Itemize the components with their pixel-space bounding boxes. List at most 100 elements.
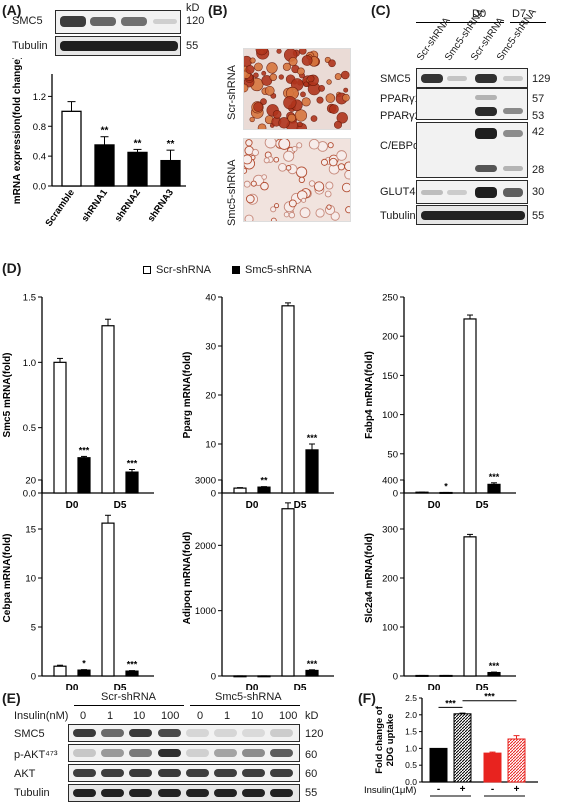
lipid-droplet bbox=[325, 181, 334, 190]
lipid-droplet bbox=[249, 57, 256, 64]
a-bar bbox=[160, 159, 181, 187]
panel-c-blot-tubulin bbox=[416, 205, 528, 225]
d-significance: * bbox=[82, 659, 86, 669]
f-bar bbox=[507, 738, 526, 783]
lipid-droplet bbox=[329, 157, 338, 167]
lipid-droplet bbox=[328, 59, 336, 68]
lipid-droplet bbox=[251, 148, 259, 157]
blot-band bbox=[101, 789, 125, 797]
panel-c-blot-glut4 bbox=[416, 180, 528, 204]
lipid-droplet bbox=[253, 72, 259, 79]
blot-band bbox=[129, 789, 153, 797]
d-ytick-label: 1.0 bbox=[23, 358, 36, 369]
lipid-droplet bbox=[288, 57, 298, 66]
lipid-droplet bbox=[308, 180, 316, 187]
d-ytick-label: 40 bbox=[205, 293, 216, 304]
panel-e-label-pakt: p-AKT⁴⁷³ bbox=[14, 749, 58, 761]
panel-e-label-smc5: SMC5 bbox=[14, 728, 45, 740]
panel-e-blot-smc5 bbox=[68, 724, 300, 742]
blot-band bbox=[101, 769, 125, 777]
lipid-droplet bbox=[301, 97, 311, 107]
blot-band bbox=[157, 789, 181, 797]
lipid-droplet bbox=[244, 167, 248, 174]
f-bar bbox=[429, 747, 448, 783]
panel-c-mw-cebpa-42: 42 bbox=[532, 126, 545, 138]
a-significance: ** bbox=[101, 126, 109, 137]
d-significance: * bbox=[444, 481, 448, 491]
d-xtick-label: D5 bbox=[294, 500, 307, 511]
micrograph-scr-shrna bbox=[243, 48, 351, 130]
d-ytick-label: 300 bbox=[382, 525, 398, 536]
d-significance: *** bbox=[307, 659, 318, 669]
lipid-droplet bbox=[278, 162, 287, 172]
panel-a-blot-tubulin bbox=[55, 36, 181, 56]
panel-c-label-glut4: GLUT4 bbox=[380, 186, 416, 198]
blot-band bbox=[157, 749, 181, 757]
lipid-droplet bbox=[342, 93, 350, 102]
f-bar bbox=[483, 752, 502, 783]
lipid-droplet bbox=[283, 96, 297, 110]
panel-e-blot-akt bbox=[68, 764, 300, 782]
a-ylabel: mRNA expression(fold change) bbox=[12, 58, 23, 204]
lipid-droplet bbox=[244, 154, 253, 165]
f-comparison-label: *** bbox=[484, 692, 495, 702]
f-ytick-label: 2.5 bbox=[405, 693, 417, 703]
lipid-droplet bbox=[313, 181, 325, 192]
d-ylabel: Slc2a4 mRNA(fold) bbox=[364, 533, 375, 623]
lipid-droplet bbox=[264, 139, 277, 149]
f-insulin-mark: - bbox=[437, 784, 440, 795]
lipid-droplet bbox=[296, 142, 303, 149]
d-ytick-label: 0 bbox=[393, 489, 398, 500]
d-ytick-label: 200 bbox=[382, 332, 398, 343]
panel-c-blot-cebpa bbox=[416, 122, 528, 178]
blot-band bbox=[73, 769, 96, 777]
a-xtick-label: Scramble bbox=[43, 187, 77, 228]
f-ytick-label: 1.5 bbox=[405, 727, 417, 737]
lipid-droplet bbox=[283, 150, 295, 162]
panel-a-kd-label: kD bbox=[186, 2, 200, 14]
blot-band bbox=[157, 769, 181, 777]
d-ytick-label: 20 bbox=[25, 476, 36, 487]
f-ylabel-line1: Fold change of bbox=[374, 705, 385, 773]
blot-band bbox=[185, 769, 209, 777]
lipid-droplet bbox=[270, 206, 277, 213]
d-bar bbox=[487, 483, 501, 494]
d-ytick-label: 30 bbox=[205, 342, 216, 353]
d-bar bbox=[101, 522, 115, 677]
panel-c-label-ppary2: PPARγ2 bbox=[380, 110, 421, 122]
lipid-droplet bbox=[345, 206, 350, 214]
d-bar bbox=[463, 318, 477, 494]
panel-c-mw-cebpa-28: 28 bbox=[532, 164, 545, 176]
lipid-droplet bbox=[287, 113, 296, 123]
d-ytick-label: 0 bbox=[211, 489, 216, 500]
lipid-droplet bbox=[329, 104, 339, 114]
lipid-droplet bbox=[288, 199, 297, 208]
f-ytick-label: 0.0 bbox=[405, 777, 417, 787]
f-insulin-mark: + bbox=[460, 784, 466, 795]
d-bar bbox=[305, 669, 319, 677]
d-bar bbox=[463, 536, 477, 677]
a-ytick-label: 1.2 bbox=[33, 92, 46, 103]
panel-e-group-scr: Scr-shRNA bbox=[101, 691, 157, 703]
d-ytick-label: 10 bbox=[25, 574, 36, 585]
f-comparison-label: *** bbox=[445, 698, 456, 708]
panel-e-label-akt: AKT bbox=[14, 768, 36, 780]
panel-c-mw-smc5: 129 bbox=[532, 73, 551, 85]
f-bar bbox=[453, 713, 472, 783]
d-bar bbox=[257, 486, 271, 494]
panel-c-blot-pparg bbox=[416, 88, 528, 120]
panel-e-smc5-bracket bbox=[190, 705, 300, 706]
a-ytick-label: 0.4 bbox=[33, 152, 46, 163]
d-xtick-label: D0 bbox=[246, 500, 259, 511]
d-ylabel: Cebpa mRNA(fold) bbox=[2, 534, 13, 623]
d-ytick-label: 2000 bbox=[195, 541, 216, 552]
lipid-droplet bbox=[278, 139, 291, 150]
panel-f-label: (F) bbox=[358, 690, 376, 706]
panel-c-label-tubulin: Tubulin bbox=[380, 210, 416, 222]
a-xtick-label: shRNA1 bbox=[80, 187, 111, 224]
d-bar bbox=[77, 457, 91, 494]
d-bar bbox=[281, 508, 295, 677]
lipid-droplet bbox=[336, 112, 348, 124]
d-ytick-label: 200 bbox=[382, 574, 398, 585]
legend-scr-shrna: Scr-shRNA bbox=[143, 264, 211, 276]
